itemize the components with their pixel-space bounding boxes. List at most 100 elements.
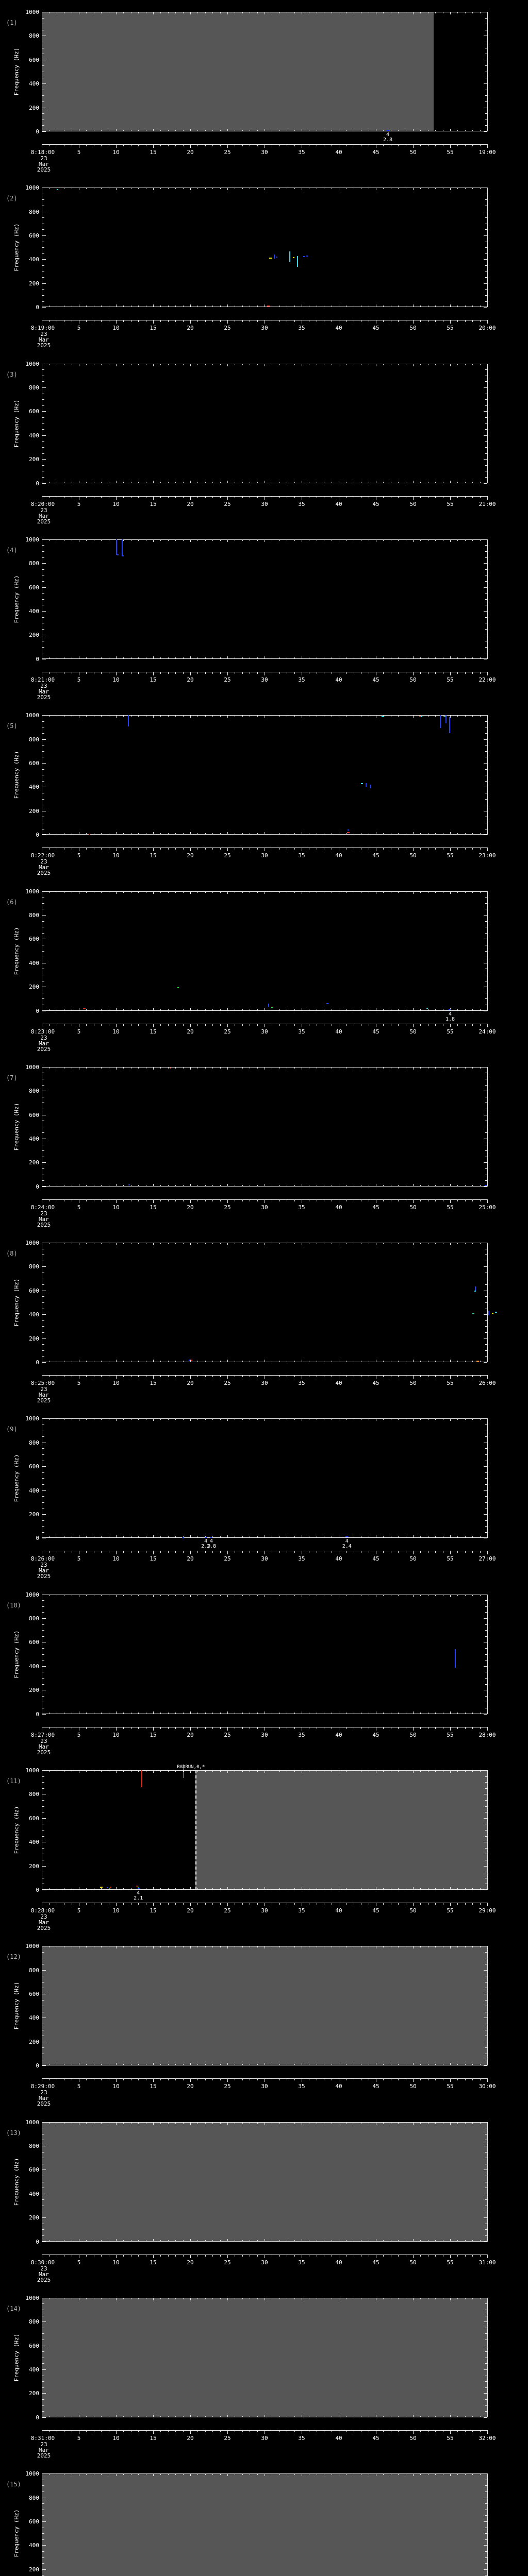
frame-tick bbox=[398, 1184, 399, 1186]
x-tick bbox=[450, 672, 451, 675]
frame-tick bbox=[168, 1771, 169, 1772]
frame-tick bbox=[472, 12, 473, 13]
x-tick-label: 20 bbox=[187, 2083, 194, 2090]
x-tick-label: 50 bbox=[409, 2083, 417, 2090]
x-tick bbox=[472, 2430, 473, 2432]
frame-tick bbox=[220, 1946, 221, 1948]
x-tick bbox=[383, 1727, 384, 1729]
y-tick bbox=[42, 2217, 46, 2218]
x-tick bbox=[86, 1903, 87, 1905]
detection-mark bbox=[117, 554, 119, 556]
x-tick bbox=[242, 1199, 243, 1201]
frame-tick bbox=[86, 1419, 87, 1420]
x-tick-label: 40 bbox=[335, 325, 342, 332]
frame-tick bbox=[190, 891, 191, 894]
frame-tick bbox=[279, 1009, 280, 1010]
frame-tick bbox=[168, 1946, 169, 1948]
x-tick bbox=[413, 1024, 414, 1027]
frame-tick bbox=[190, 1535, 191, 1538]
x-tick bbox=[212, 320, 213, 323]
frame-tick bbox=[294, 481, 295, 483]
y-tick bbox=[42, 611, 46, 612]
frame-tick bbox=[197, 539, 199, 541]
y-tick bbox=[484, 891, 487, 892]
frame-tick bbox=[168, 2064, 169, 2065]
frame-tick bbox=[205, 1361, 206, 1362]
frame-tick bbox=[465, 1888, 466, 1889]
y-tick-label: 200 bbox=[29, 632, 39, 639]
x-tick bbox=[398, 2255, 399, 2257]
y-tick bbox=[42, 1866, 46, 1867]
x-tick bbox=[227, 2255, 228, 2258]
frame-tick bbox=[205, 539, 206, 541]
frame-tick bbox=[398, 539, 399, 541]
y-tick-label: 0 bbox=[36, 1007, 39, 1014]
frame-tick bbox=[190, 12, 191, 14]
frame-tick bbox=[205, 306, 206, 307]
y-tick bbox=[42, 1806, 44, 1807]
frame-tick bbox=[420, 2474, 421, 2476]
x-tick bbox=[398, 1199, 399, 1201]
frame-tick bbox=[153, 480, 154, 483]
frame-tick bbox=[212, 481, 213, 483]
y-tick bbox=[485, 277, 487, 278]
y-tick bbox=[42, 1776, 44, 1777]
x-tick bbox=[487, 2430, 488, 2434]
x-tick bbox=[435, 1199, 436, 1201]
y-tick bbox=[42, 199, 44, 200]
frame-tick bbox=[472, 481, 473, 483]
x-tick bbox=[101, 1551, 102, 1553]
y-tick bbox=[485, 405, 487, 406]
x-tick-label: 40 bbox=[335, 149, 342, 156]
y-tick bbox=[42, 477, 44, 478]
y-tick bbox=[485, 1526, 487, 1527]
frame-tick bbox=[49, 1009, 50, 1010]
frame-tick bbox=[435, 2122, 436, 2124]
x-tick-label: 30 bbox=[261, 1380, 268, 1387]
y-tick-label: 0 bbox=[36, 832, 39, 839]
frame-tick bbox=[383, 364, 384, 365]
x-tick-label: 50 bbox=[409, 1555, 417, 1563]
x-axis-start-time: 8:23:00 bbox=[30, 1028, 55, 1035]
frame-tick bbox=[168, 2240, 169, 2241]
frame-tick bbox=[138, 1184, 139, 1186]
frame-tick bbox=[472, 1184, 473, 1186]
detection-mark bbox=[137, 1888, 140, 1889]
frame-tick bbox=[138, 657, 139, 658]
frame-tick bbox=[279, 716, 280, 717]
y-tick bbox=[485, 1830, 487, 1831]
x-tick bbox=[168, 1024, 169, 1026]
x-tick-label: 10 bbox=[112, 2259, 120, 2266]
y-tick bbox=[485, 2405, 487, 2406]
frame-tick bbox=[294, 1946, 295, 1948]
x-tick bbox=[212, 2430, 213, 2432]
frame-tick bbox=[457, 1712, 458, 1714]
x-tick-label: 35 bbox=[298, 2434, 305, 2442]
frame-tick bbox=[457, 364, 458, 365]
x-tick bbox=[123, 2255, 124, 2257]
y-tick bbox=[485, 2047, 487, 2048]
x-tick bbox=[175, 1727, 176, 1729]
frame-tick bbox=[101, 1067, 102, 1069]
frame-tick bbox=[257, 364, 258, 365]
x-tick bbox=[86, 2430, 87, 2432]
frame-tick bbox=[175, 2240, 176, 2241]
frame-tick bbox=[101, 481, 102, 483]
frame-tick bbox=[279, 1771, 280, 1772]
frame-tick bbox=[420, 1888, 421, 1889]
frame-tick bbox=[197, 1067, 199, 1069]
x-tick bbox=[465, 145, 466, 146]
frame-tick bbox=[205, 481, 206, 483]
frame-tick bbox=[153, 364, 154, 366]
frame-tick bbox=[398, 188, 399, 190]
x-tick bbox=[153, 496, 154, 500]
y-tick bbox=[485, 253, 487, 254]
spectrogram-panel: (7) Frequency (Hz) 0 200 400 600 800 1000 5 10 15 2… bbox=[0, 1055, 528, 1231]
x-tick bbox=[294, 2255, 295, 2257]
x-tick bbox=[279, 320, 280, 323]
frame-tick bbox=[242, 833, 243, 835]
frame-tick bbox=[220, 833, 221, 835]
frame-tick bbox=[242, 1067, 243, 1069]
x-tick bbox=[123, 320, 124, 323]
x-axis-date-line: 2025 bbox=[37, 2276, 51, 2283]
